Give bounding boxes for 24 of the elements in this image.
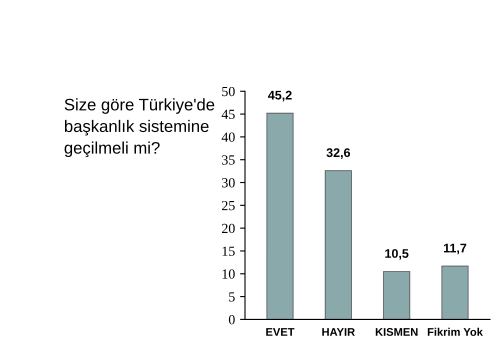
y-tick-label: 45 <box>222 110 235 120</box>
bar <box>441 266 469 320</box>
data-label: 10,5 <box>385 249 408 260</box>
text: Size göre Türkiye'de başkanlık sistemine geçilmeli mi? <box>64 98 214 158</box>
x-tick-label: Fikrim Yok <box>428 328 483 336</box>
bar <box>266 112 294 320</box>
y-tick-label: 5 <box>229 292 235 302</box>
data-label: 32,6 <box>326 148 350 159</box>
x-tick-label: EVET <box>266 328 294 336</box>
x-tick-label: KISMEN <box>376 328 418 336</box>
y-tick-label: 20 <box>222 224 235 234</box>
data-label: 45,2 <box>268 90 292 102</box>
data-label: 11,7 <box>444 244 466 254</box>
y-tick-label: 15 <box>222 246 235 256</box>
bar <box>383 271 410 320</box>
y-tick-label: 0 <box>228 314 235 324</box>
y-tick-label: 30 <box>222 178 235 188</box>
y-tick-label: 10 <box>222 269 235 279</box>
y-tick-label: 50 <box>222 86 235 96</box>
y-tick-label: 25 <box>222 200 235 210</box>
bar <box>324 170 352 320</box>
y-tick-label: 40 <box>222 132 235 142</box>
x-tick-label: HAYIR <box>322 328 355 336</box>
y-tick-label: 35 <box>222 155 235 165</box>
